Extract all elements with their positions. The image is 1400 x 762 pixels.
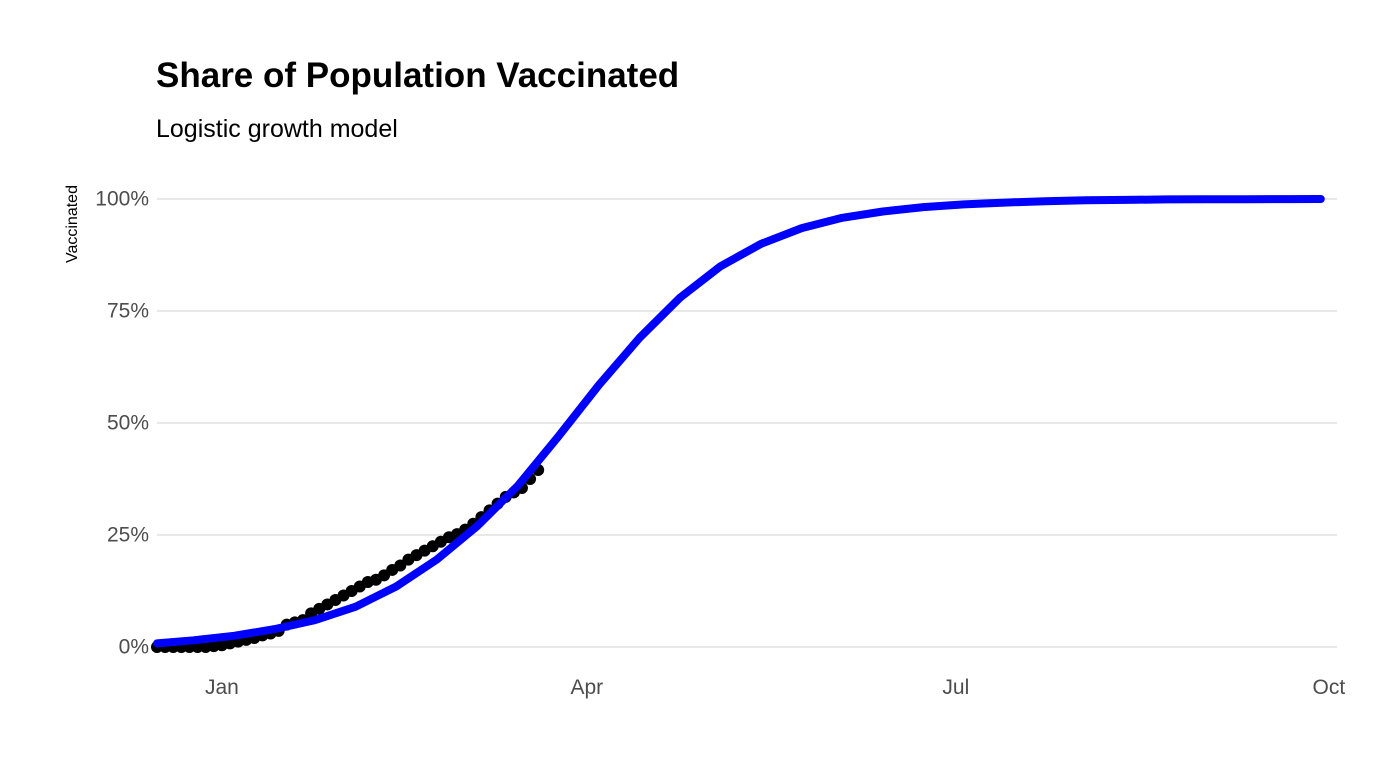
x-tick-label: Jan (205, 676, 239, 699)
observed-points (151, 464, 545, 653)
chart-title: Share of Population Vaccinated (156, 56, 680, 95)
y-tick-label: 50% (107, 412, 149, 435)
gridlines (157, 198, 1337, 648)
y-tick-label: 0% (119, 636, 149, 659)
x-tick-label: Apr (570, 676, 603, 699)
y-axis-title: Vaccinated (64, 185, 81, 263)
model-curve-layer (153, 195, 1325, 648)
x-tick-label: Jul (942, 676, 969, 699)
x-tick-label: Oct (1313, 676, 1346, 699)
x-axis-ticks: Jan Apr Jul Oct (205, 676, 1345, 699)
model-curve (153, 195, 1325, 648)
y-tick-label: 75% (107, 300, 149, 323)
y-tick-label: 25% (107, 524, 149, 547)
y-tick-label: 100% (95, 188, 149, 211)
y-axis-ticks: 0% 25% 50% 75% 100% (95, 188, 149, 659)
chart-subtitle: Logistic growth model (156, 115, 398, 143)
